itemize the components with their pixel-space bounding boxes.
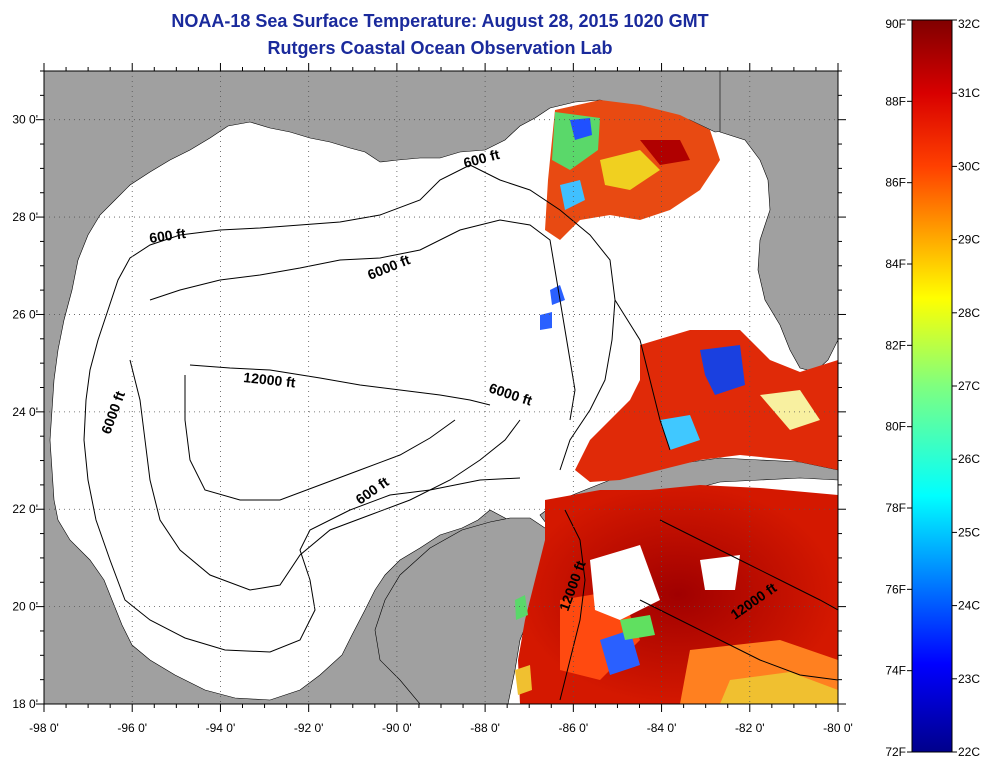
colorbar-celsius-scale: 32C 31C 30C 29C 28C 27C 26C 25C 24C 23C 22C	[952, 17, 980, 759]
colorbar-label-c: 29C	[958, 233, 980, 247]
x-tick-label: -94 0'	[206, 721, 236, 735]
colorbar-label-c: 25C	[958, 525, 980, 539]
y-tick-label: 20 0'	[12, 600, 38, 614]
x-tick-label: -90 0'	[382, 721, 412, 735]
colorbar-label-c: 27C	[958, 379, 980, 393]
colorbar	[911, 19, 953, 753]
contour-label: 600 ft	[148, 225, 187, 246]
colorbar-label-f: 88F	[885, 94, 906, 108]
y-tick-label: 26 0'	[12, 307, 38, 321]
x-tick-label: -84 0'	[647, 721, 677, 735]
map-plot-area: 600 ft 600 ft 6000 ft 6000 ft 6000 ft 12…	[44, 71, 838, 704]
contour-label: 12000 ft	[243, 369, 297, 390]
y-tick-label: 24 0'	[12, 405, 38, 419]
y-tick-label: 28 0'	[12, 210, 38, 224]
x-tick-label: -92 0'	[294, 721, 324, 735]
bathymetry-contours	[83, 164, 838, 701]
x-tick-label: -96 0'	[117, 721, 147, 735]
x-axis: -98 0' -96 0' -94 0' -92 0' -90 0' -88 0' -86 …	[29, 63, 853, 735]
y-tick-label: 18 0'	[12, 697, 38, 711]
colorbar-label-c: 23C	[958, 672, 980, 686]
colorbar-label-c: 28C	[958, 306, 980, 320]
map-subtitle: Rutgers Coastal Ocean Observation Lab	[267, 38, 613, 58]
land-yucatan	[374, 517, 553, 704]
x-tick-label: -88 0'	[470, 721, 500, 735]
sst-patch-east	[575, 330, 838, 482]
map-title: NOAA-18 Sea Surface Temperature: August …	[171, 11, 709, 31]
y-tick-label: 22 0'	[12, 502, 38, 516]
colorbar-label-f: 74F	[885, 664, 906, 678]
colorbar-label-f: 84F	[885, 257, 906, 271]
colorbar-label-c: 24C	[958, 599, 980, 613]
colorbar-label-f: 80F	[885, 420, 906, 434]
colorbar-label-c: 30C	[958, 159, 980, 173]
colorbar-label-c: 22C	[958, 745, 980, 759]
land-florida	[719, 71, 838, 373]
x-tick-label: -80 0'	[823, 721, 853, 735]
colorbar-label-f: 82F	[885, 338, 906, 352]
lat-lon-grid	[44, 71, 838, 704]
colorbar-label-f: 86F	[885, 176, 906, 190]
colorbar-label-f: 90F	[885, 17, 906, 31]
colorbar-label-c: 26C	[958, 452, 980, 466]
x-tick-label: -82 0'	[735, 721, 765, 735]
colorbar-label-f: 72F	[885, 745, 906, 759]
y-tick-label: 30 0'	[12, 113, 38, 127]
colorbar-label-f: 76F	[885, 582, 906, 596]
colorbar-fahrenheit-scale: 90F 88F 86F 84F 82F 80F 78F 76F 74F 72F	[885, 17, 912, 759]
y-axis: 18 0' 20 0' 22 0' 24 0' 26 0' 28 0' 30 0'	[12, 70, 846, 711]
colorbar-label-c: 32C	[958, 17, 980, 31]
x-tick-label: -98 0'	[29, 721, 59, 735]
colorbar-label-c: 31C	[958, 86, 980, 100]
colorbar-label-f: 78F	[885, 501, 906, 515]
x-tick-label: -86 0'	[559, 721, 589, 735]
